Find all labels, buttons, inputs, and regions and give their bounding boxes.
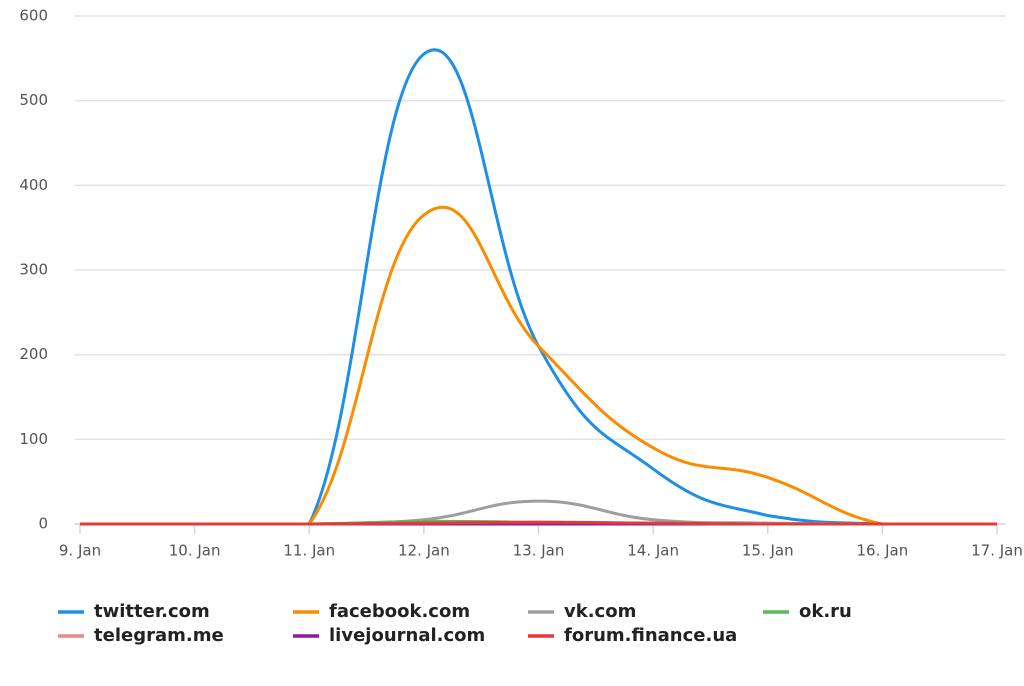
- series-line: [80, 48, 997, 526]
- x-tick-label: 15. Jan: [742, 542, 794, 560]
- legend-label: ok.ru: [799, 601, 852, 622]
- x-tick-label: 10. Jan: [169, 542, 221, 560]
- legend-label: livejournal.com: [329, 625, 485, 646]
- legend-label: vk.com: [564, 601, 636, 622]
- y-tick-label: 400: [19, 176, 48, 194]
- x-tick-label: 14. Jan: [627, 542, 679, 560]
- y-tick-label: 500: [19, 91, 48, 109]
- x-tick-label: 9. Jan: [59, 542, 101, 560]
- x-tick-label: 11. Jan: [283, 542, 335, 560]
- x-tick-label: 17. Jan: [971, 542, 1023, 560]
- y-tick-label: 600: [19, 7, 48, 25]
- x-tick-label: 13. Jan: [513, 542, 565, 560]
- legend-label: forum.finance.ua: [564, 625, 737, 646]
- series-line: [80, 205, 997, 526]
- series-line: [80, 499, 997, 526]
- y-tick-label: 200: [19, 345, 48, 363]
- x-tick-label: 12. Jan: [398, 542, 450, 560]
- y-tick-label: 300: [19, 261, 48, 279]
- legend-label: telegram.me: [94, 625, 224, 646]
- y-tick-label: 100: [19, 430, 48, 448]
- y-tick-label: 0: [38, 515, 48, 533]
- legend-label: facebook.com: [329, 601, 470, 622]
- x-tick-label: 16. Jan: [857, 542, 909, 560]
- series-line: [80, 520, 997, 526]
- legend-label: twitter.com: [94, 601, 210, 622]
